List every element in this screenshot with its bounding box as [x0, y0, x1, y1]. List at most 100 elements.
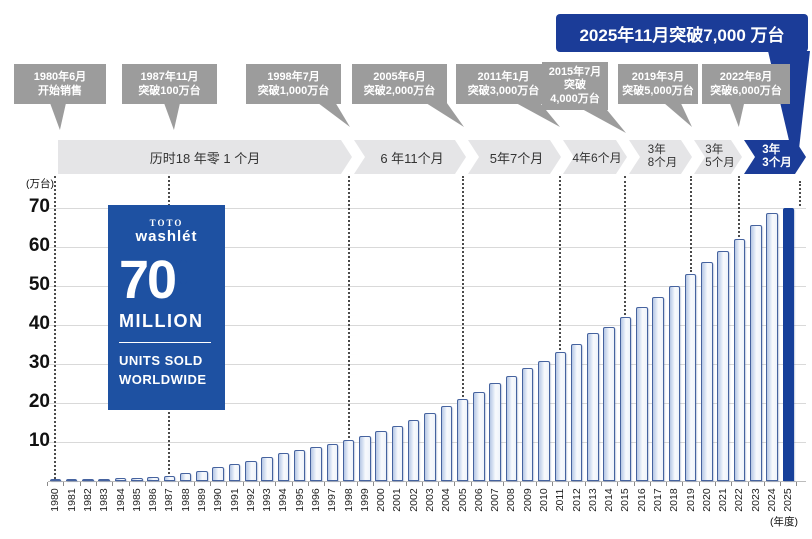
x-tick-label: 2008	[505, 488, 518, 512]
timeline-label: 6 年11个月	[380, 150, 444, 166]
x-tick-label: 2022	[733, 488, 746, 512]
axis-tick	[210, 482, 211, 486]
axis-tick	[389, 482, 391, 486]
x-axis-line	[48, 481, 806, 482]
logo-divider	[119, 342, 211, 343]
callout-pointer-icon	[50, 103, 66, 130]
x-tick-label: 2015	[619, 488, 632, 512]
bar	[766, 213, 778, 481]
x-tick-label: 2012	[570, 488, 583, 512]
axis-tick	[307, 482, 309, 486]
x-tick-label: 2020	[700, 488, 713, 512]
callout-2015: 2015年7月 突破 4,000万台	[542, 62, 626, 133]
callout-1998: 1998年7月 突破1,000万台	[246, 64, 350, 127]
x-tick-label: 1995	[293, 488, 306, 512]
axis-tick	[780, 482, 782, 486]
axis-tick	[617, 482, 619, 486]
bar	[717, 250, 729, 481]
callout-text: 突破1,000万台	[257, 85, 330, 97]
bar	[684, 273, 697, 481]
bar	[587, 333, 599, 481]
x-tick-label: 2001	[391, 488, 404, 512]
bar	[652, 297, 664, 481]
x-tick-label: 1983	[98, 488, 111, 512]
axis-tick	[79, 482, 81, 486]
timeline-label: 历时18 年零 1 个月	[149, 150, 261, 166]
million-text: MILLION	[119, 311, 204, 331]
x-tick-label: 2009	[521, 488, 534, 512]
bar	[391, 425, 404, 481]
x-tick-label: 2018	[668, 488, 681, 512]
y-tick-label: 40	[28, 312, 50, 334]
axis-tick	[372, 482, 374, 486]
x-tick-label: 2017	[652, 488, 664, 512]
callout-text: 突破5,000万台	[622, 85, 694, 97]
axis-tick	[519, 482, 521, 486]
axis-tick	[405, 482, 407, 486]
bar	[310, 446, 322, 481]
axis-tick	[796, 482, 798, 486]
axis-tick	[601, 482, 602, 486]
bar	[131, 477, 143, 481]
y-tick-label: 10	[28, 429, 50, 451]
x-tick-label: 1989	[195, 488, 208, 512]
milestone-guide-line	[559, 176, 562, 351]
callout-pointer-icon	[664, 103, 692, 127]
milestone-guide-line	[689, 176, 692, 272]
callout-text: 突破100万台	[138, 85, 201, 97]
toto-brand-text: TOTO	[149, 218, 184, 228]
callout-text: 2019年3月	[631, 70, 685, 83]
axis-tick	[258, 482, 260, 486]
x-tick-label: 1994	[277, 488, 290, 512]
x-tick-label: 2025	[782, 488, 795, 512]
x-tick-label: 2019	[684, 488, 697, 512]
axis-tick	[470, 482, 472, 486]
axis-tick	[193, 482, 195, 486]
axis-tick	[177, 482, 179, 486]
timeline-segment-2: 6 年11个月	[354, 140, 466, 174]
timeline-label: 3年 5个月	[705, 144, 735, 169]
callout-text: 突破2,000万台	[363, 85, 436, 97]
worldwide-text: WORLDWIDE	[119, 371, 207, 387]
callout-pointer-icon	[426, 103, 464, 127]
axis-tick	[568, 482, 570, 486]
y-axis-unit-label: (万台)	[26, 178, 54, 190]
bar	[440, 405, 452, 481]
callout-2005: 2005年6月 突破2,000万台	[352, 64, 464, 127]
callout-text: 2011年1月	[477, 70, 530, 83]
bar	[456, 399, 469, 481]
x-tick-label: 1982	[81, 488, 94, 512]
callout-text: 1998年7月	[267, 70, 320, 83]
axis-tick	[144, 482, 146, 486]
bar	[49, 479, 61, 481]
axis-tick	[128, 482, 130, 486]
x-tick-label: 2013	[586, 488, 599, 512]
axis-tick	[747, 482, 749, 486]
bar	[733, 238, 746, 481]
callout-text: 2022年8月	[719, 70, 773, 83]
bar	[668, 285, 680, 481]
x-tick-label: 2024	[766, 488, 778, 512]
x-tick-label: 1980	[49, 488, 62, 512]
axis-tick	[242, 482, 244, 486]
milestone-guide-line	[624, 176, 627, 315]
axis-tick	[698, 482, 700, 486]
axis-tick	[682, 482, 684, 486]
x-tick-label: 1991	[228, 488, 241, 512]
y-tick-label: 50	[28, 273, 50, 295]
axis-tick	[340, 482, 342, 486]
bar	[424, 413, 436, 481]
x-tick-label: 2006	[472, 488, 485, 512]
axis-tick	[649, 482, 651, 486]
bar	[245, 460, 257, 481]
callout-text: 开始销售	[38, 85, 82, 97]
axis-tick	[503, 482, 505, 486]
bar	[82, 479, 94, 481]
bar	[603, 326, 615, 481]
axis-tick	[633, 482, 635, 486]
bar	[701, 262, 713, 481]
bar	[98, 479, 110, 481]
timeline-label: 4年6个月	[572, 150, 622, 165]
gridline	[48, 402, 806, 404]
